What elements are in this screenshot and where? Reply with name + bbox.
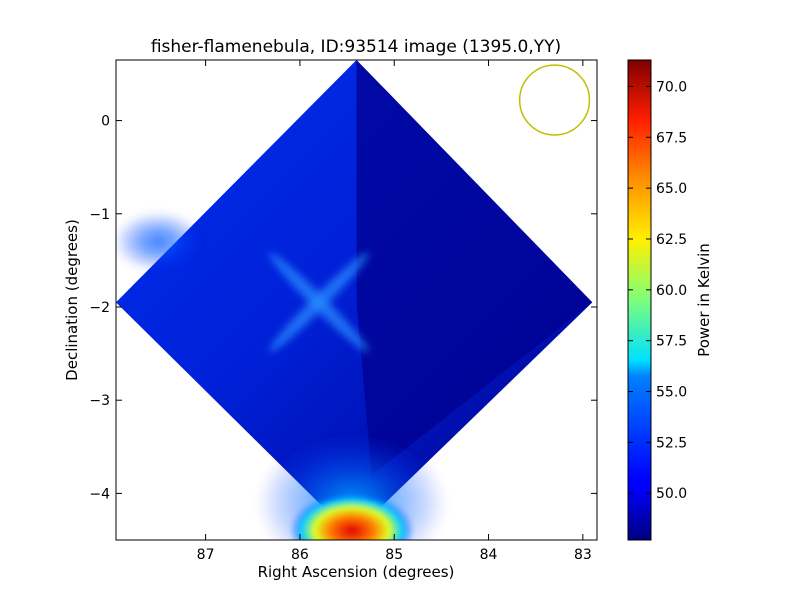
colorbar-tick-label: 55.0 xyxy=(656,385,687,401)
heatmap xyxy=(116,60,593,540)
colorbar-tick-label: 70.0 xyxy=(656,79,687,95)
map-region xyxy=(116,60,593,536)
colorbar-tick-label: 62.5 xyxy=(656,232,687,248)
hot-spot xyxy=(289,492,414,540)
colorbar-tick-label: 60.0 xyxy=(656,283,687,299)
map-region-dark-half xyxy=(356,60,593,476)
x-tick-label: 87 xyxy=(197,547,215,563)
x-tick-label: 86 xyxy=(291,547,309,563)
y-tick-label: −4 xyxy=(89,486,110,502)
beam-circle xyxy=(518,64,591,136)
x-tick-label: 83 xyxy=(574,547,592,563)
y-tick-label: −1 xyxy=(89,207,110,223)
colorbar-axis: 50.0 52.5 55.0 57.5 60.0 62.5 65.0 67.5 70.0 xyxy=(628,79,687,502)
colorbar xyxy=(627,59,652,541)
cross-arm xyxy=(269,252,369,353)
plot-frame xyxy=(115,59,598,541)
x-axis-label: Right Ascension (degrees) xyxy=(258,563,455,581)
colorbar-tick-label: 50.0 xyxy=(656,486,687,502)
y-axis: 0 −1 −2 −3 −4 xyxy=(89,114,597,502)
colorbar-tick-label: 52.5 xyxy=(656,435,687,451)
y-axis-label: Declination (degrees) xyxy=(63,219,81,381)
colorbar-tick-label: 65.0 xyxy=(656,181,687,197)
colorbar-tick-label: 57.5 xyxy=(656,334,687,350)
colorbar-tick-label: 67.5 xyxy=(656,130,687,146)
x-tick-label: 85 xyxy=(385,547,403,563)
x-axis: 87 86 85 84 83 xyxy=(197,60,592,563)
y-tick-label: −3 xyxy=(89,393,110,409)
cross-pattern xyxy=(269,252,369,353)
y-tick-label: −2 xyxy=(89,300,110,316)
colorbar-label: Power in Kelvin xyxy=(695,243,713,357)
x-tick-label: 84 xyxy=(480,547,498,563)
chart-title: fisher-flamenebula, ID:93514 image (1395… xyxy=(151,37,561,57)
y-tick-label: 0 xyxy=(101,114,110,130)
edge-glow xyxy=(116,211,204,272)
